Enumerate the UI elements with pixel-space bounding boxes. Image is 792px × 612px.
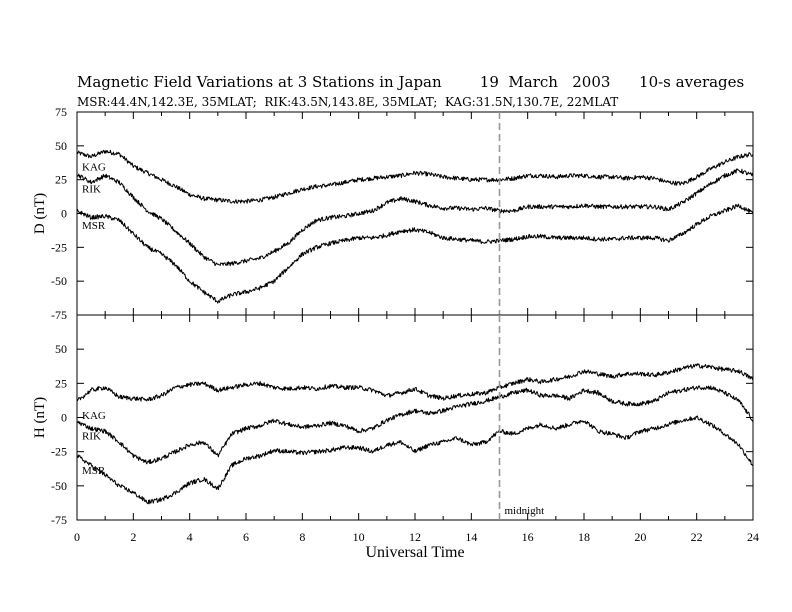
x-tick-label: 12 <box>409 530 421 544</box>
y-tick-label-D: 75 <box>55 105 67 119</box>
series-line-msr <box>76 203 754 304</box>
x-tick-label: 24 <box>747 530 759 544</box>
y-axis-label-H: H (nT) <box>32 397 48 438</box>
y-tick-label-D: -25 <box>51 240 67 254</box>
x-tick-label: 8 <box>299 530 305 544</box>
series-label-msr: MSR <box>82 220 106 232</box>
y-tick-label-H: -50 <box>51 479 67 493</box>
x-tick-label: 16 <box>522 530 534 544</box>
midnight-label: midnight <box>505 505 545 517</box>
series-label-rik: RIK <box>82 183 101 195</box>
x-tick-label: 18 <box>578 530 590 544</box>
series-line-rik <box>76 168 754 267</box>
series-label-kag: KAG <box>82 162 106 174</box>
x-tick-label: 10 <box>353 530 365 544</box>
y-tick-label-H: -75 <box>51 513 67 527</box>
y-tick-label-D: 50 <box>55 139 67 153</box>
x-axis-label: Universal Time <box>365 544 464 561</box>
y-tick-label-H: 0 <box>61 411 67 425</box>
y-tick-label-H: 50 <box>55 342 67 356</box>
y-axis-label-D: D (nT) <box>32 193 48 234</box>
panel-frame-D <box>76 111 754 316</box>
y-tick-label-H: 25 <box>55 376 67 390</box>
series-line-rik <box>76 385 754 465</box>
series-label-rik: RIK <box>82 431 101 443</box>
panel-frame-H <box>76 314 754 521</box>
y-tick-label-D: -50 <box>51 274 67 288</box>
y-tick-label-H: -25 <box>51 445 67 459</box>
y-tick-label-D: 25 <box>55 173 67 187</box>
series-line-msr <box>76 415 754 505</box>
series-line-kag <box>76 149 754 204</box>
x-tick-label: 22 <box>691 530 703 544</box>
series-label-msr: MSR <box>82 465 106 477</box>
series-label-kag: KAG <box>82 410 106 422</box>
x-tick-label: 14 <box>465 530 477 544</box>
x-tick-label: 2 <box>130 530 136 544</box>
chart-title: Magnetic Field Variations at 3 Stations … <box>77 73 745 91</box>
x-tick-label: 6 <box>243 530 249 544</box>
station-info: MSR:44.4N,142.3E, 35MLAT; RIK:43.5N,143.… <box>77 95 619 109</box>
x-tick-label: 4 <box>187 530 193 544</box>
y-tick-label-D: -75 <box>51 308 67 322</box>
x-tick-label: 20 <box>634 530 646 544</box>
y-tick-label-D: 0 <box>61 207 67 221</box>
series-line-kag <box>76 363 754 402</box>
x-tick-label: 0 <box>74 530 80 544</box>
